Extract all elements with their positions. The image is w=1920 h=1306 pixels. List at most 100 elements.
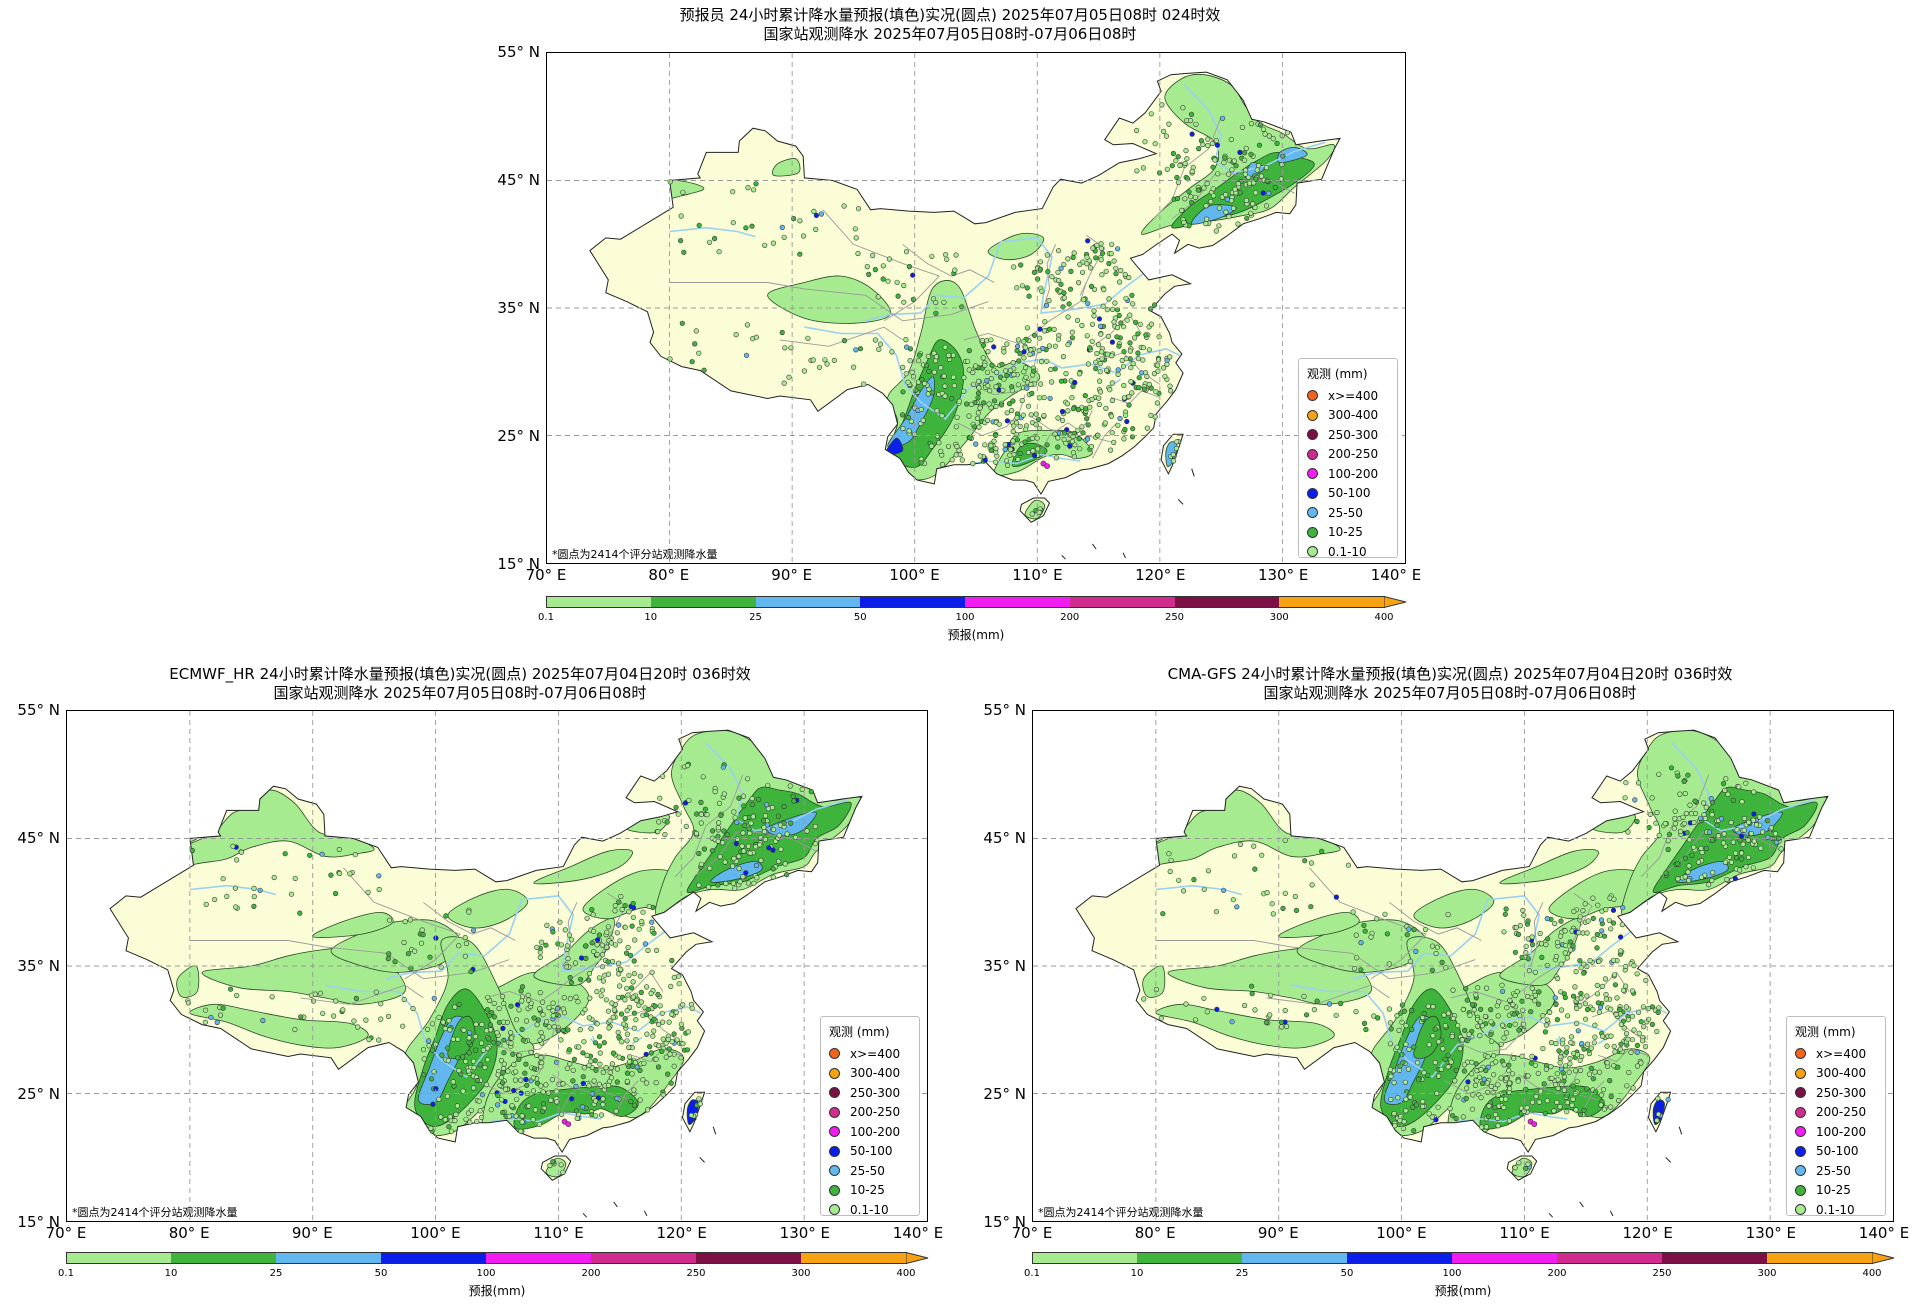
station-dot [498,1075,505,1081]
station-dot [1274,140,1280,146]
station-dot [1709,877,1715,884]
station-dot [1304,1012,1310,1018]
station-dot [1577,914,1583,920]
station-dot [1469,1059,1475,1065]
station-dot [1548,1064,1554,1070]
station-dot [1553,1040,1559,1047]
station-dot [977,453,983,459]
station-dot [970,369,976,376]
station-dot [580,1074,586,1080]
station-dot [1635,1009,1642,1015]
station-dot [425,1026,431,1033]
station-dot [684,762,691,769]
station-dot [1085,238,1091,244]
station-dot [745,843,752,849]
station-dot [589,940,595,946]
panel-title: 预报员 24小时累计降水量预报(填色)实况(圆点) 2025年07月05日08时… [540,6,1360,44]
station-dot [1210,193,1217,199]
station-dot [1118,320,1124,326]
station-dot [1174,439,1180,445]
legend-label: x>=400 [850,1046,901,1061]
station-dot [583,943,589,949]
station-dot [933,358,939,364]
station-dot [1529,934,1535,940]
station-dot [558,942,565,948]
station-dot [1302,858,1308,864]
station-dot [763,802,770,808]
station-dot [1192,1017,1199,1023]
station-dot [1111,319,1117,325]
station-dot [730,880,737,886]
station-dot [643,984,650,990]
station-dot [622,997,628,1003]
station-dot [1463,986,1469,992]
station-dot [800,233,807,239]
station-dot [1037,395,1043,401]
station-dot [1608,1006,1614,1012]
station-dot [545,1090,552,1096]
station-dot [922,380,928,387]
station-dot [1040,345,1046,352]
station-dot [1280,153,1286,159]
station-dot [1311,1007,1318,1013]
legend-label: 250-300 [1328,427,1379,442]
station-dot [1577,958,1583,964]
station-dot [1031,332,1038,338]
station-dot [886,256,893,262]
forecast-area [1276,146,1308,164]
station-dot [692,341,698,347]
station-dot [1602,976,1609,982]
station-dot [606,1025,612,1031]
station-dot [592,1113,599,1119]
lon-tick-label: 90° E [291,1224,333,1242]
station-dot [456,1001,462,1007]
station-dot [1521,1021,1527,1027]
station-dot [490,1040,497,1046]
station-dot [1004,410,1010,416]
station-dot [776,832,782,838]
station-dot [1654,1117,1660,1124]
station-observations [1141,765,1784,1172]
station-dot [1011,264,1017,270]
station-dot [1551,1108,1557,1114]
station-dot [220,1005,226,1011]
station-dot [625,944,631,951]
station-dot [651,1016,657,1022]
station-dot [813,212,820,218]
station-dot [619,1039,625,1045]
lat-tick-label: 25° N [497,427,540,445]
station-dot [623,950,630,956]
station-dot [1506,1118,1513,1124]
station-dot [1519,954,1525,960]
station-dot [1208,199,1214,205]
station-dot [1568,1034,1575,1040]
station-dot [625,992,631,998]
station-dot [355,1024,361,1030]
station-dot [1739,856,1745,862]
station-dot [1442,1056,1448,1062]
station-dot [1621,1025,1627,1031]
station-dot [407,917,413,923]
station-dot [655,991,661,998]
station-dot [1409,1008,1415,1014]
station-dot [320,1010,326,1016]
station-dot [1540,1013,1546,1019]
station-dot [1166,121,1172,127]
station-dot [501,1050,507,1056]
station-dot [1009,407,1015,414]
station-dot [1070,406,1077,412]
station-dot [766,845,772,851]
station-dot [1024,325,1031,331]
station-dot [715,882,721,888]
station-dot [632,1060,639,1066]
station-dot [1732,875,1738,882]
station-dot [385,1013,392,1020]
station-dot [1674,861,1681,867]
station-dot [1570,993,1577,999]
station-dot [1529,1053,1535,1060]
panel-title-line2: 国家站观测降水 2025年07月05日08时-07月06日08时 [763,25,1137,43]
colorbar-segment [1069,596,1175,608]
station-dot [637,973,643,979]
station-dot [671,1063,677,1069]
station-dot [1501,929,1507,935]
